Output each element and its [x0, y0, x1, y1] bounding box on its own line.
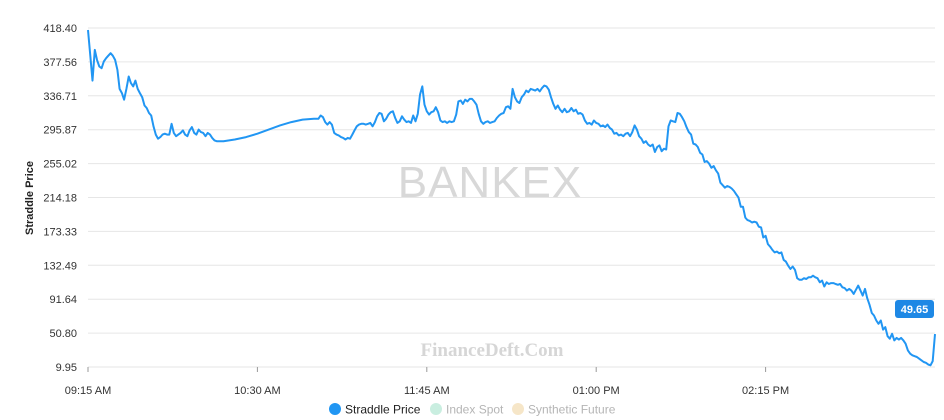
legend[interactable]: Straddle Price Index Spot Synthetic Future	[329, 403, 616, 417]
x-axis: 09:15 AM 10:30 AM 11:45 AM 01:00 PM 02:15 PM	[65, 367, 789, 397]
series-line-straddle-price	[87, 29, 936, 367]
y-axis-label: Straddle Price	[24, 161, 36, 235]
x-tick-label: 11:45 AM	[404, 385, 450, 397]
watermark-index: BANKEX	[398, 158, 583, 207]
y-tick-label: 255.02	[43, 159, 77, 171]
watermark-site: FinanceDeft.Com	[421, 340, 564, 361]
chart-grid	[88, 27, 935, 368]
y-tick-label: 132.49	[43, 260, 77, 272]
legend-label-straddle-price[interactable]: Straddle Price	[345, 403, 421, 417]
series-layer	[87, 29, 936, 367]
y-tick-label: 173.33	[43, 226, 77, 238]
x-tick-label: 10:30 AM	[234, 385, 280, 397]
y-tick-label: 295.87	[43, 125, 77, 137]
legend-label-index-spot[interactable]: Index Spot	[446, 403, 504, 417]
legend-marker-synthetic-future[interactable]	[512, 403, 524, 415]
y-tick-label: 336.71	[43, 91, 77, 103]
legend-marker-index-spot[interactable]	[430, 403, 442, 415]
y-axis: 418.40 377.56 336.71 295.87 255.02 214.18 173.…	[43, 23, 77, 374]
y-tick-label: 50.80	[49, 328, 77, 340]
y-tick-label: 9.95	[56, 362, 77, 374]
legend-marker-straddle-price[interactable]	[329, 403, 341, 415]
x-tick-label: 02:15 PM	[742, 385, 789, 397]
y-tick-label: 91.64	[49, 294, 77, 306]
last-value-badge: 49.65	[895, 300, 934, 319]
last-value-label: 49.65	[901, 304, 929, 316]
x-tick-label: 01:00 PM	[573, 385, 620, 397]
y-tick-label: 377.56	[43, 57, 77, 69]
y-tick-label: 418.40	[43, 23, 77, 35]
last-value-box	[895, 300, 934, 319]
x-tick-label: 09:15 AM	[65, 385, 111, 397]
legend-label-synthetic-future[interactable]: Synthetic Future	[528, 403, 616, 417]
y-tick-label: 214.18	[43, 192, 77, 204]
